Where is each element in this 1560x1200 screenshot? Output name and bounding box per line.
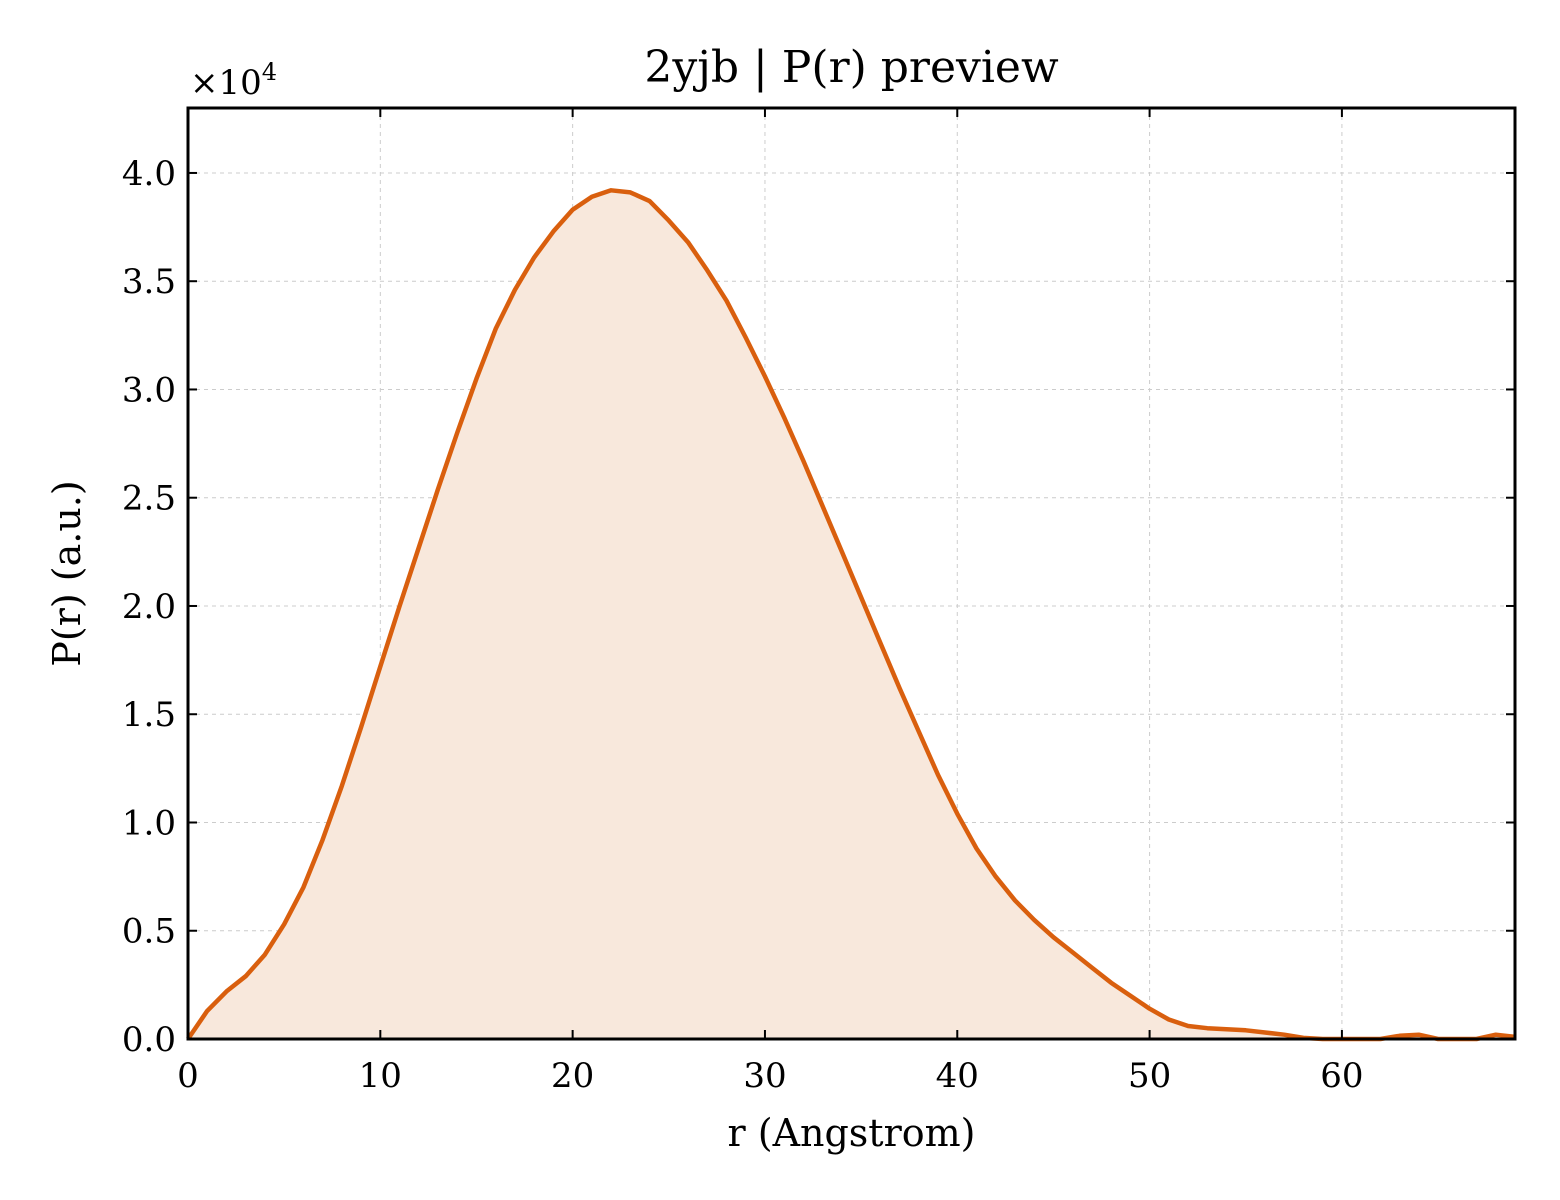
y-tick-label: 1.5 (122, 695, 176, 735)
x-tick-label: 60 (1320, 1056, 1363, 1096)
y-tick-label: 3.0 (122, 370, 176, 410)
x-tick-label: 40 (936, 1056, 979, 1096)
axis-ticks (187, 108, 1515, 1040)
y-axis-multiplier-base: ×10 (190, 63, 262, 103)
x-tick-label: 30 (743, 1056, 786, 1096)
chart-title: 2yjb | P(r) preview (644, 42, 1059, 93)
y-axis-label: P(r) (a.u.) (45, 480, 89, 666)
y-tick-label: 4.0 (122, 154, 176, 194)
y-tick-labels: 0.0 0.5 1.0 1.5 2.0 2.5 3.0 3.5 4.0 (122, 154, 176, 1060)
y-axis-multiplier-exponent: 4 (262, 58, 277, 86)
pr-line (186, 188, 1516, 1042)
y-tick-label: 2.5 (122, 479, 176, 519)
y-axis-multiplier: ×104 (190, 58, 277, 103)
x-tick-label: 10 (359, 1056, 402, 1096)
pr-area-fill (188, 190, 1515, 1040)
x-axis-label: r (Angstrom) (728, 1111, 976, 1155)
y-tick-label: 0.0 (122, 1020, 176, 1060)
x-tick-label: 20 (551, 1056, 594, 1096)
y-tick-label: 2.0 (122, 587, 176, 627)
y-tick-label: 0.5 (122, 912, 176, 952)
x-tick-label: 0 (177, 1056, 199, 1096)
y-tick-label: 3.5 (122, 262, 176, 302)
y-tick-label: 1.0 (122, 803, 176, 843)
plot-frame (186, 106, 1517, 1041)
x-tick-labels: 0 10 20 30 40 50 60 (177, 1056, 1363, 1096)
x-tick-label: 50 (1128, 1056, 1171, 1096)
